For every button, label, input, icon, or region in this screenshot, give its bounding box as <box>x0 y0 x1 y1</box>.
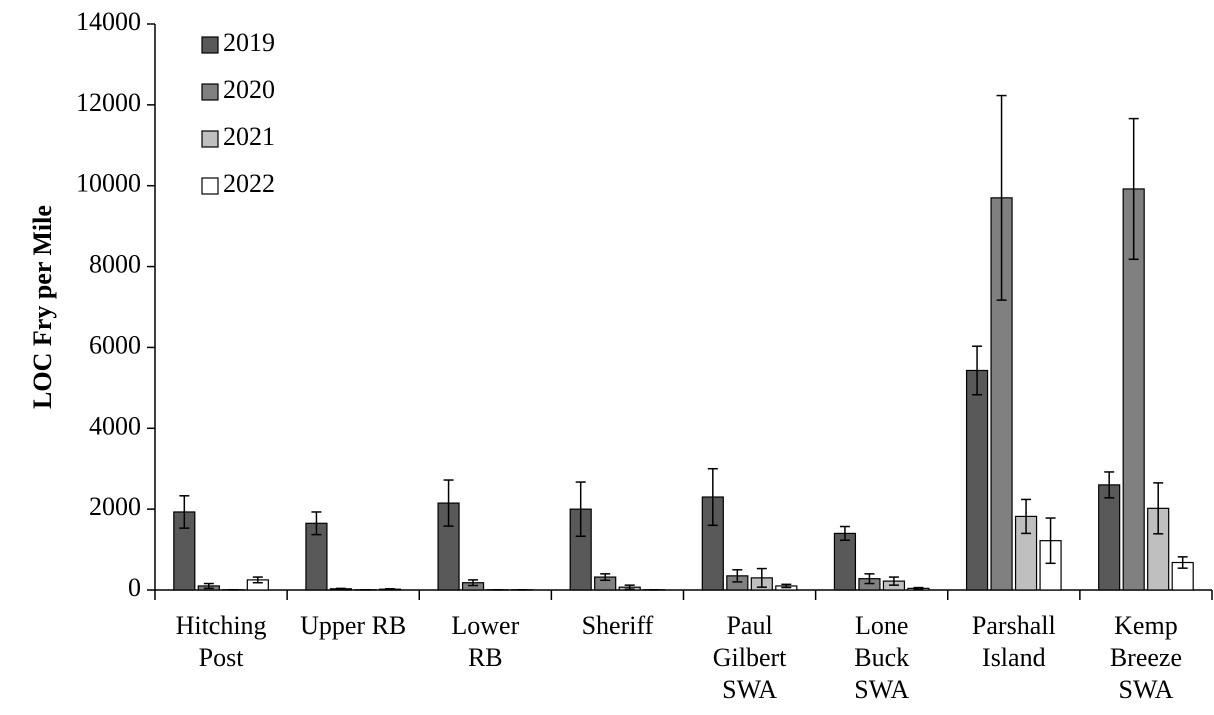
y-tick-label: 8000 <box>89 250 141 279</box>
error-bar <box>311 511 322 536</box>
x-tick-label: Post <box>199 643 245 672</box>
error-bar <box>179 495 190 529</box>
legend-label: 2020 <box>223 75 275 104</box>
error-bar <box>203 582 214 590</box>
error-bar <box>996 94 1007 301</box>
x-tick-label: Gilbert <box>713 643 787 672</box>
error-bar <box>624 584 635 590</box>
x-tick-label: Buck <box>854 643 909 672</box>
y-axis-label: LOC Fry per Mile <box>28 205 57 409</box>
error-bar <box>913 586 924 590</box>
error-bar <box>1045 517 1056 565</box>
error-bar <box>335 587 346 590</box>
legend-swatch <box>201 36 219 54</box>
x-tick-label: SWA <box>854 675 909 704</box>
y-tick-label: 6000 <box>89 330 141 359</box>
legend-swatch <box>201 83 219 101</box>
bar <box>1098 484 1121 591</box>
x-tick-label: Island <box>982 643 1046 672</box>
x-tick-label: Parshall <box>972 611 1056 640</box>
error-bar <box>888 576 899 586</box>
error-bar <box>707 467 718 527</box>
y-tick-label: 4000 <box>89 411 141 440</box>
error-bar <box>443 479 454 527</box>
x-tick-label: Hitching <box>176 611 267 640</box>
error-bar <box>575 481 586 537</box>
x-tick-label: Upper RB <box>300 611 406 640</box>
legend-label: 2021 <box>223 122 275 151</box>
error-bar <box>600 573 611 582</box>
y-tick-label: 14000 <box>76 7 141 36</box>
error-bar <box>839 525 850 542</box>
bar <box>965 369 989 591</box>
error-bar <box>468 579 479 587</box>
legend-label: 2022 <box>223 169 275 198</box>
error-bar <box>1177 556 1188 569</box>
error-bar <box>756 567 767 588</box>
error-bar <box>1128 117 1139 261</box>
bar <box>833 532 857 591</box>
y-tick-label: 2000 <box>89 492 141 521</box>
legend-swatch <box>201 130 219 148</box>
x-tick-label: Lower <box>451 611 519 640</box>
x-tick-label: Paul <box>726 611 772 640</box>
error-bar <box>732 569 743 583</box>
x-tick-label: SWA <box>1118 675 1173 704</box>
error-bar <box>1021 498 1032 535</box>
x-tick-label: SWA <box>722 675 777 704</box>
error-bar <box>1153 482 1164 535</box>
y-tick-label: 12000 <box>76 88 141 117</box>
error-bar <box>864 573 875 585</box>
error-bar <box>1104 471 1115 499</box>
y-tick-label: 10000 <box>76 169 141 198</box>
x-tick-label: Breeze <box>1110 643 1182 672</box>
error-bar <box>972 345 983 396</box>
x-tick-label: Kemp <box>1114 611 1178 640</box>
x-tick-label: Sheriff <box>582 611 654 640</box>
x-tick-label: RB <box>468 643 503 672</box>
legend-swatch <box>201 177 219 195</box>
error-bar <box>252 576 263 584</box>
legend-label: 2019 <box>223 28 275 57</box>
error-bar <box>781 583 792 589</box>
y-tick-label: 0 <box>128 573 141 602</box>
error-bar <box>384 588 395 591</box>
x-tick-label: Lone <box>855 611 908 640</box>
